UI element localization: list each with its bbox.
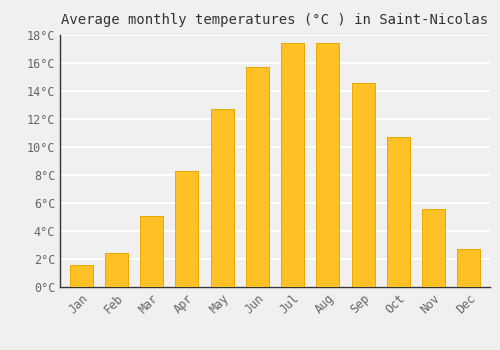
Bar	[387, 137, 410, 287]
Bar	[246, 67, 269, 287]
Bar	[105, 253, 128, 287]
Bar	[422, 209, 445, 287]
Bar	[70, 265, 92, 287]
Bar	[352, 83, 374, 287]
Bar	[458, 249, 480, 287]
Bar	[176, 171, 199, 287]
Bar	[281, 43, 304, 287]
Title: Average monthly temperatures (°C ) in Saint-Nicolas: Average monthly temperatures (°C ) in Sa…	[62, 13, 488, 27]
Bar	[140, 216, 163, 287]
Bar	[316, 43, 340, 287]
Bar	[210, 109, 234, 287]
